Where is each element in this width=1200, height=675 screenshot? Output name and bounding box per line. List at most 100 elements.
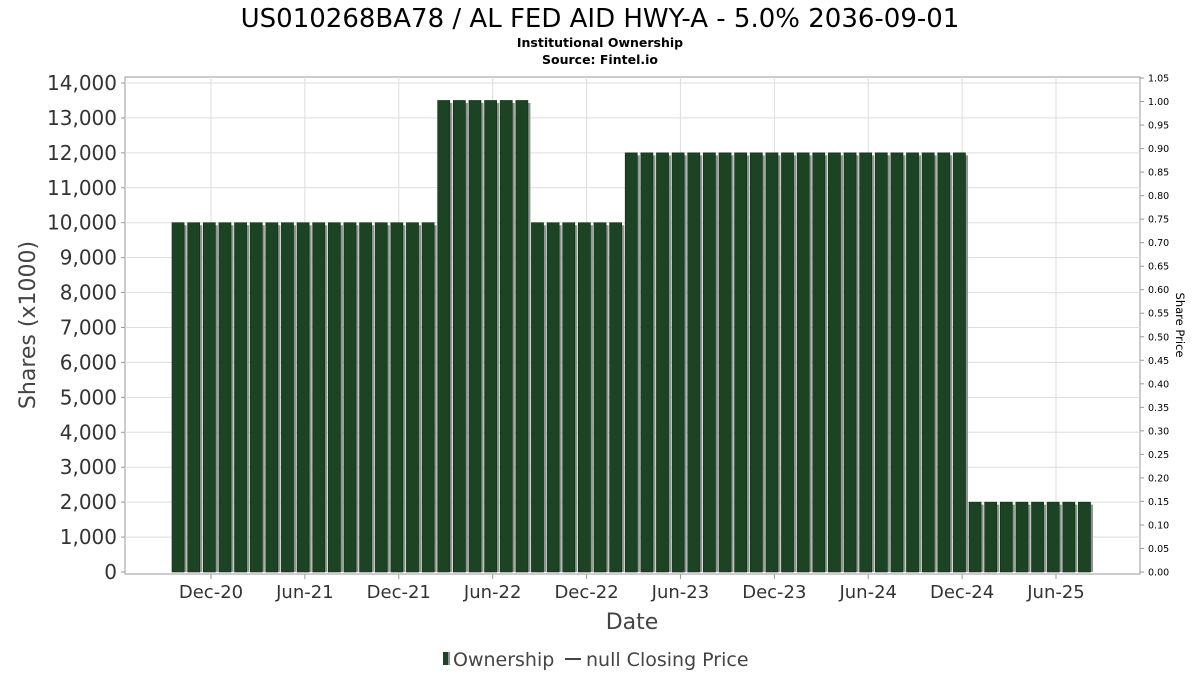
bar-body xyxy=(499,100,513,573)
bar-body xyxy=(1015,501,1029,573)
bar-body xyxy=(578,222,591,573)
y-tick-label: 8,000 xyxy=(60,281,117,305)
bar xyxy=(874,152,890,573)
bar xyxy=(765,152,781,573)
y2-tick-label: 1.00 xyxy=(1148,97,1169,108)
y-tick-label: 4,000 xyxy=(60,420,117,444)
x-tick-label: Jun-22 xyxy=(463,582,522,603)
bar-body xyxy=(843,152,857,573)
bar-body xyxy=(452,100,466,573)
bar-body xyxy=(343,222,357,573)
y2-tick-label: 0.40 xyxy=(1148,379,1169,390)
bar-body xyxy=(281,222,294,573)
y2-tick-label: 0.45 xyxy=(1148,356,1169,367)
bar-body xyxy=(671,152,685,573)
bar xyxy=(249,222,265,573)
y-tick-label: 9,000 xyxy=(60,246,117,270)
bar-body xyxy=(296,222,310,573)
y2-tick-label: 0.70 xyxy=(1148,238,1169,249)
x-tick-label: Dec-20 xyxy=(179,582,243,603)
bar xyxy=(999,501,1015,573)
bar xyxy=(578,222,593,573)
legend: Ownership null Closing Price xyxy=(443,649,749,671)
bars xyxy=(171,100,1093,573)
bar xyxy=(718,152,734,573)
y2-tick-label: 0.55 xyxy=(1148,309,1169,320)
bar-body xyxy=(171,222,185,573)
bar-body xyxy=(202,222,216,573)
y2-tick-label: 0.20 xyxy=(1148,473,1169,484)
bar-body xyxy=(468,100,482,573)
bar xyxy=(687,152,703,573)
bar-body xyxy=(562,222,576,573)
bar-body xyxy=(828,152,841,573)
bar xyxy=(562,222,578,573)
y2-tick-label: 0.85 xyxy=(1148,168,1169,179)
bar xyxy=(859,152,875,573)
bar-body xyxy=(703,152,716,573)
chart-title: US010268BA78 / AL FED AID HWY-A - 5.0% 2… xyxy=(241,4,960,34)
x-axis: Dec-20 Jun-21 Dec-21 Jun-22 Dec-22 Jun-23 Dec-… xyxy=(179,574,1085,603)
bar-body xyxy=(640,152,654,573)
bar xyxy=(906,152,922,573)
x-tick-label: Jun-25 xyxy=(1026,582,1085,603)
y2-tick-label: 0.50 xyxy=(1148,332,1169,343)
x-tick-label: Dec-24 xyxy=(930,582,994,603)
bar xyxy=(343,222,359,573)
bar xyxy=(1046,501,1062,573)
bar xyxy=(406,222,422,573)
y-tick-label: 0 xyxy=(104,560,117,584)
bar-body xyxy=(1062,501,1076,573)
bar xyxy=(531,222,547,573)
y2-tick-label: 0.00 xyxy=(1148,568,1169,579)
y2-tick-label: 0.95 xyxy=(1148,121,1169,132)
bar-body xyxy=(1046,501,1060,573)
bar-body xyxy=(265,222,279,573)
bar xyxy=(656,152,672,573)
bar-body xyxy=(859,152,873,573)
bar xyxy=(1078,501,1093,573)
y2-tick-label: 0.60 xyxy=(1148,285,1169,296)
legend-price-label: null Closing Price xyxy=(586,649,749,671)
y2-tick-label: 0.05 xyxy=(1148,544,1169,555)
y-tick-label: 1,000 xyxy=(60,525,117,549)
bar xyxy=(312,222,328,573)
y-tick-label: 12,000 xyxy=(47,141,117,165)
bar-body xyxy=(249,222,263,573)
bar-body xyxy=(781,152,794,573)
bar-body xyxy=(406,222,419,573)
bar-body xyxy=(374,222,388,573)
bar xyxy=(781,152,797,573)
bar-body xyxy=(812,152,826,573)
bar xyxy=(218,222,234,573)
y2-tick-label: 0.25 xyxy=(1148,450,1169,461)
bar xyxy=(984,501,1000,573)
y-tick-label: 5,000 xyxy=(60,385,117,409)
bar-body xyxy=(1031,501,1044,573)
bar-body xyxy=(421,222,435,573)
y-tick-label: 14,000 xyxy=(47,71,117,95)
y2-tick-label: 0.80 xyxy=(1148,191,1169,202)
bar xyxy=(703,152,718,573)
bar xyxy=(359,222,375,573)
bar xyxy=(468,100,484,573)
x-tick-label: Jun-23 xyxy=(651,582,710,603)
x-tick-label: Jun-21 xyxy=(275,582,334,603)
bar-body xyxy=(874,152,888,573)
bar-body xyxy=(921,152,935,573)
bar xyxy=(593,222,609,573)
y-axis: 0 1,000 2,000 3,000 4,000 5,000 6,000 7,000 8,00… xyxy=(47,71,125,584)
bar xyxy=(640,152,656,573)
chart-subtitle: Institutional Ownership xyxy=(517,35,683,50)
bar xyxy=(890,152,906,573)
bar xyxy=(281,222,297,573)
bar-body xyxy=(937,152,951,573)
bar-body xyxy=(593,222,607,573)
bar xyxy=(374,222,390,573)
bar xyxy=(1062,501,1078,573)
bar-body xyxy=(656,152,669,573)
bar-body xyxy=(796,152,810,573)
bar xyxy=(1015,501,1031,573)
bar xyxy=(1031,501,1047,573)
